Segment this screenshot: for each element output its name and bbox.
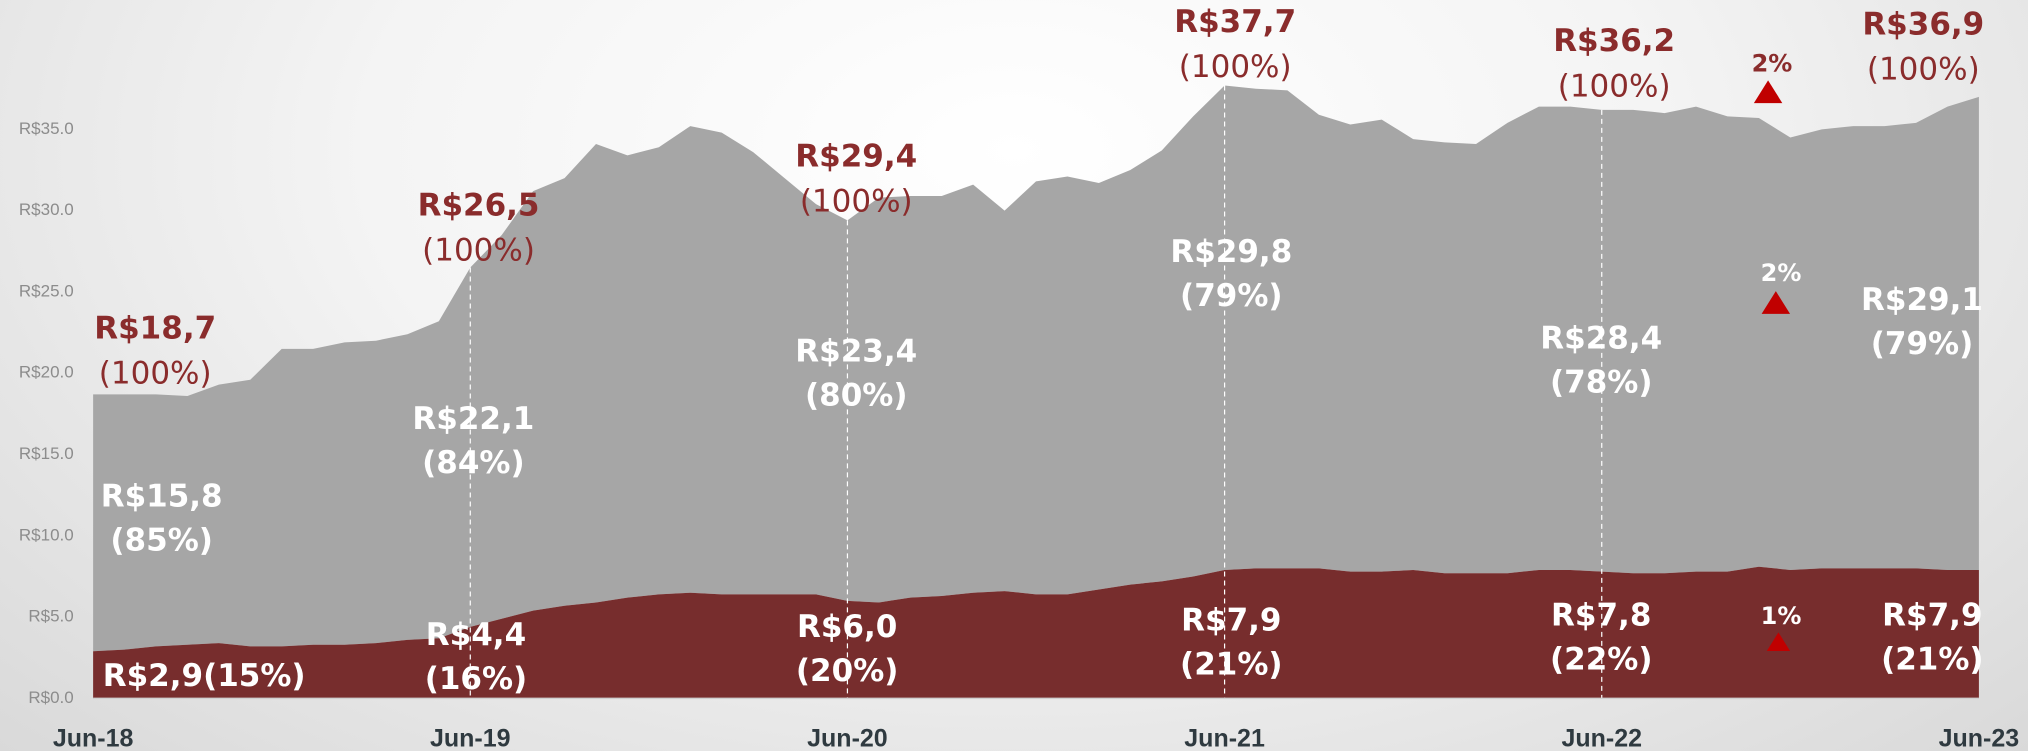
y-tick-label: R$5.0 xyxy=(28,607,73,626)
share-label: (16%) xyxy=(425,661,528,697)
y-tick-label: R$20.0 xyxy=(19,363,74,382)
annotation-text: 2% xyxy=(1752,50,1793,78)
value-label: R$23,4 xyxy=(795,334,917,370)
share-label: (15%) xyxy=(203,658,306,694)
total-label: R$37,7 xyxy=(1174,4,1296,40)
share-label: (78%) xyxy=(1550,365,1653,401)
annotation-text: 2% xyxy=(1761,259,1802,287)
value-label: R$29,1 xyxy=(1861,282,1983,318)
y-tick-label: R$0.0 xyxy=(28,688,73,707)
area xyxy=(93,566,1979,699)
value-label: R$2,9 xyxy=(103,658,203,694)
total-share-label: (100%) xyxy=(422,233,535,269)
y-tick-label: R$15.0 xyxy=(19,444,74,463)
value-label: R$6,0 xyxy=(797,609,897,645)
x-tick-label: Jun-19 xyxy=(430,724,511,751)
value-label: R$15,8 xyxy=(101,478,223,514)
value-label: R$7,9 xyxy=(1181,603,1281,639)
y-tick-label: R$25.0 xyxy=(19,281,74,300)
total-share-label: (100%) xyxy=(1867,52,1980,88)
x-tick-label: Jun-23 xyxy=(1939,724,2020,751)
share-label: (22%) xyxy=(1550,641,1653,677)
total-share-label: (100%) xyxy=(800,184,913,220)
annotation-triangle xyxy=(1766,632,1791,651)
share-label: (79%) xyxy=(1180,278,1283,314)
total-share-label: (100%) xyxy=(99,356,212,392)
share-label: (21%) xyxy=(1881,641,1984,677)
annotation-triangle xyxy=(1761,291,1791,314)
y-tick-label: R$10.0 xyxy=(19,525,74,544)
total-label: R$36,9 xyxy=(1862,6,1984,42)
value-label: R$7,9 xyxy=(1882,597,1982,633)
share-label: (85%) xyxy=(110,522,213,558)
x-tick-label: Jun-18 xyxy=(53,724,134,751)
x-tick-label: Jun-22 xyxy=(1561,724,1642,751)
y-tick-label: R$35.0 xyxy=(19,119,74,138)
share-label: (21%) xyxy=(1180,647,1283,683)
x-tick-label: Jun-21 xyxy=(1184,724,1265,751)
x-tick-label: Jun-20 xyxy=(807,724,888,751)
total-label: R$26,5 xyxy=(418,187,540,223)
total-label: R$18,7 xyxy=(94,310,216,346)
y-tick-label: R$30.0 xyxy=(19,200,74,219)
area xyxy=(93,85,1979,652)
annotation-triangle xyxy=(1753,80,1783,104)
annotation-text: 1% xyxy=(1761,602,1802,630)
value-label: R$29,8 xyxy=(1170,234,1292,270)
value-label: R$4,4 xyxy=(426,617,526,653)
share-label: (84%) xyxy=(422,445,525,481)
total-share-label: (100%) xyxy=(1558,68,1671,104)
total-label: R$36,2 xyxy=(1553,23,1675,59)
value-label: R$28,4 xyxy=(1540,321,1662,357)
value-label: R$22,1 xyxy=(412,401,534,437)
share-label: (20%) xyxy=(796,653,899,689)
share-label: (80%) xyxy=(805,378,908,414)
total-share-label: (100%) xyxy=(1179,49,1292,85)
total-label: R$29,4 xyxy=(795,138,917,174)
share-label: (79%) xyxy=(1871,326,1974,362)
value-label: R$7,8 xyxy=(1551,597,1651,633)
